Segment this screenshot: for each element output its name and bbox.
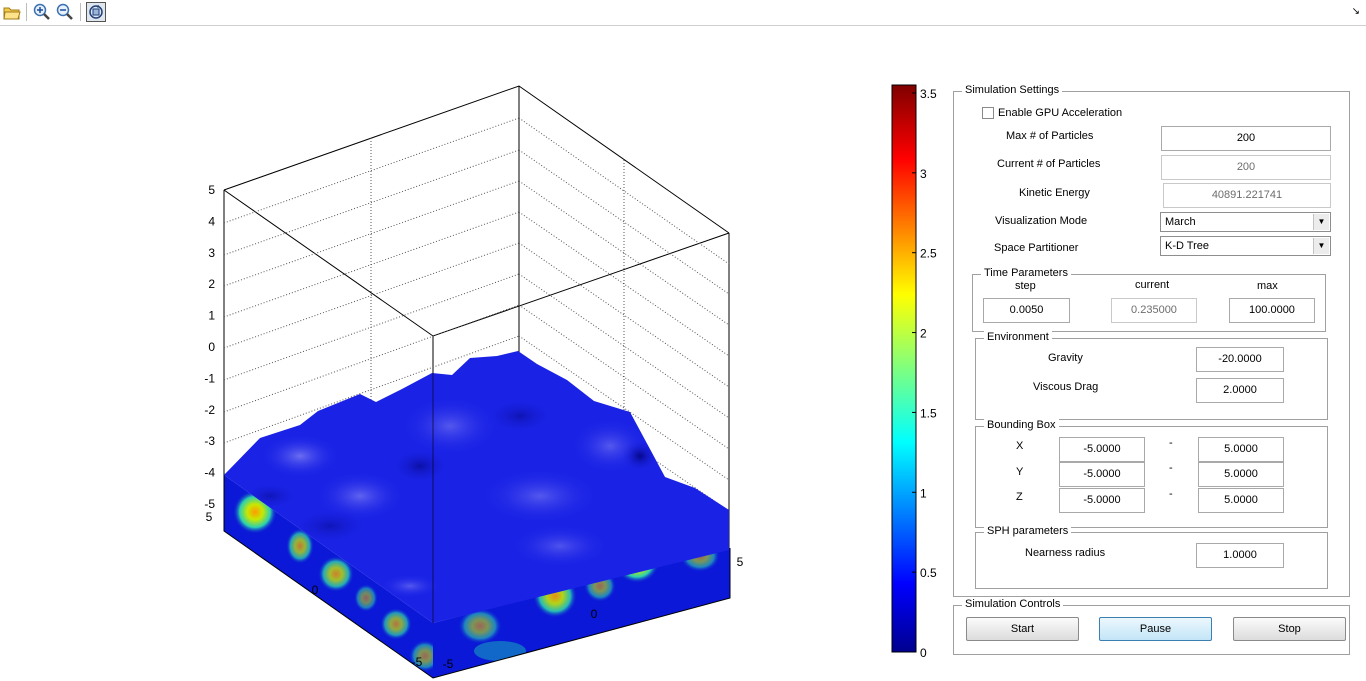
current-time-field: 0.235000 bbox=[1111, 298, 1197, 323]
max-particles-field[interactable]: 200 bbox=[1161, 126, 1331, 151]
colorbar bbox=[891, 84, 917, 653]
gravity-label: Gravity bbox=[1048, 352, 1083, 364]
z-tick-label: 3 bbox=[208, 246, 215, 260]
figure-toolbar: ↘ bbox=[0, 0, 1366, 26]
surface-plot[interactable]: 5 4 3 2 1 0 -1 -2 -3 -4 -5 5 0 -5 -5 0 5 3.5 3 2.5 2 1… bbox=[0, 26, 960, 681]
step-field[interactable]: 0.0050 bbox=[983, 298, 1070, 323]
bbox-z-dash: - bbox=[1169, 488, 1173, 500]
bbox-y-dash: - bbox=[1169, 462, 1173, 474]
kinetic-energy-label: Kinetic Energy bbox=[1019, 187, 1090, 199]
visualization-mode-value: March bbox=[1165, 216, 1196, 228]
bbox-y-label: Y bbox=[1016, 466, 1024, 478]
z-tick-label: 1 bbox=[208, 309, 215, 323]
bbox-z-min-field[interactable]: -5.0000 bbox=[1059, 488, 1145, 513]
max-time-field[interactable]: 100.0000 bbox=[1229, 298, 1315, 323]
x-tick-0: 0 bbox=[312, 583, 319, 597]
simulation-controls-panel: Simulation Controls bbox=[953, 598, 1350, 655]
visualization-mode-label: Visualization Mode bbox=[995, 215, 1088, 227]
z-tick-label: 0 bbox=[208, 340, 215, 354]
bbox-z-max-field[interactable]: 5.0000 bbox=[1198, 488, 1284, 513]
simulation-controls-title: Simulation Controls bbox=[962, 598, 1064, 610]
nearness-radius-label: Nearness radius bbox=[1025, 547, 1106, 559]
z-tick-label: -5 bbox=[204, 497, 215, 511]
z-tick-label: 2 bbox=[208, 277, 215, 291]
colorbar-tick-label: 2.5 bbox=[920, 247, 937, 261]
z-tick-label: -4 bbox=[204, 466, 215, 480]
z-tick-label: 4 bbox=[208, 214, 215, 228]
chevron-down-icon[interactable]: ▼ bbox=[1313, 214, 1329, 230]
bbox-x-min-field[interactable]: -5.0000 bbox=[1059, 437, 1145, 462]
y-tick-neg5: -5 bbox=[443, 657, 454, 671]
colorbar-tick-label: 1.5 bbox=[920, 406, 937, 420]
bounding-box-panel: Bounding Box bbox=[975, 419, 1328, 528]
step-label: step bbox=[1015, 280, 1036, 292]
sph-parameters-panel: SPH parameters bbox=[975, 525, 1328, 589]
max-time-label: max bbox=[1257, 280, 1278, 292]
bbox-z-label: Z bbox=[1016, 491, 1023, 503]
bbox-x-label: X bbox=[1016, 440, 1024, 452]
bbox-y-max-field[interactable]: 5.0000 bbox=[1198, 462, 1284, 487]
gravity-field[interactable]: -20.0000 bbox=[1196, 347, 1284, 372]
max-particles-label: Max # of Particles bbox=[1006, 130, 1094, 142]
simulation-settings-panel: Simulation Settings bbox=[953, 84, 1350, 597]
zoom-in-icon[interactable] bbox=[32, 2, 52, 22]
pause-button[interactable]: Pause bbox=[1099, 617, 1212, 641]
space-partitioner-value: K-D Tree bbox=[1165, 240, 1210, 252]
kinetic-energy-field: 40891.221741 bbox=[1163, 183, 1331, 208]
bbox-x-dash: - bbox=[1169, 437, 1173, 449]
current-particles-field: 200 bbox=[1161, 155, 1331, 180]
colorbar-tick-label: 3 bbox=[920, 167, 927, 181]
visualization-mode-select[interactable]: March ▼ bbox=[1160, 212, 1331, 232]
space-partitioner-select[interactable]: K-D Tree ▼ bbox=[1160, 236, 1331, 256]
colorbar-tick-label: 0 bbox=[920, 646, 927, 660]
z-tick-label: -2 bbox=[204, 403, 215, 417]
bounding-box-title: Bounding Box bbox=[984, 419, 1059, 431]
dock-arrow-icon[interactable]: ↘ bbox=[1351, 6, 1360, 17]
x-tick-neg5: -5 bbox=[412, 655, 423, 669]
time-parameters-panel: Time Parameters bbox=[972, 267, 1326, 332]
bbox-x-max-field[interactable]: 5.0000 bbox=[1198, 437, 1284, 462]
environment-panel: Environment bbox=[975, 331, 1328, 420]
z-tick-label: -3 bbox=[204, 434, 215, 448]
colorbar-tick-label: 3.5 bbox=[920, 87, 937, 101]
nearness-radius-field[interactable]: 1.0000 bbox=[1196, 543, 1284, 568]
gpu-label: Enable GPU Acceleration bbox=[998, 107, 1123, 119]
sph-parameters-title: SPH parameters bbox=[984, 525, 1072, 537]
viscous-drag-label: Viscous Drag bbox=[1033, 381, 1099, 393]
z-tick-label: 5 bbox=[208, 183, 215, 197]
start-button[interactable]: Start bbox=[966, 617, 1079, 641]
open-folder-icon[interactable] bbox=[2, 2, 22, 22]
environment-title: Environment bbox=[984, 331, 1052, 343]
chevron-down-icon[interactable]: ▼ bbox=[1313, 238, 1329, 254]
zoom-out-icon[interactable] bbox=[55, 2, 75, 22]
current-particles-label: Current # of Particles bbox=[997, 158, 1101, 170]
bbox-y-min-field[interactable]: -5.0000 bbox=[1059, 462, 1145, 487]
stop-button[interactable]: Stop bbox=[1233, 617, 1346, 641]
gpu-checkbox[interactable] bbox=[982, 107, 994, 119]
rotate-3d-icon[interactable] bbox=[86, 2, 106, 22]
simulation-settings-title: Simulation Settings bbox=[962, 84, 1063, 96]
colorbar-tick-label: 2 bbox=[920, 327, 927, 341]
x-tick-5: 5 bbox=[206, 510, 213, 524]
y-tick-5: 5 bbox=[737, 555, 744, 569]
colorbar-tick-label: 1 bbox=[920, 486, 927, 500]
viscous-drag-field[interactable]: 2.0000 bbox=[1196, 378, 1284, 403]
colorbar-tick-label: 0.5 bbox=[920, 566, 937, 580]
space-partitioner-label: Space Partitioner bbox=[994, 242, 1079, 254]
z-tick-label: -1 bbox=[204, 371, 215, 385]
time-parameters-title: Time Parameters bbox=[981, 267, 1071, 279]
current-time-label: current bbox=[1135, 279, 1170, 291]
y-tick-0: 0 bbox=[591, 607, 598, 621]
